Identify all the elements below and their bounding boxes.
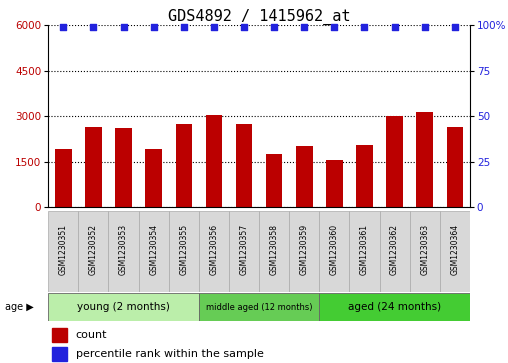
Bar (48, 211, 78, 292)
Text: age ▶: age ▶ (5, 302, 34, 312)
Point (330, 24, 338, 30)
Text: GSM1230363: GSM1230363 (420, 224, 429, 275)
Point (180, 24, 188, 30)
Bar (409, 211, 440, 292)
Point (150, 24, 158, 30)
Text: GSM1230359: GSM1230359 (300, 224, 309, 275)
Bar (52, 347, 67, 361)
Text: percentile rank within the sample: percentile rank within the sample (76, 349, 264, 359)
Text: GSM1230356: GSM1230356 (209, 224, 218, 275)
Bar (386, 116, 403, 207)
Bar (145, 150, 162, 207)
Bar (259, 211, 289, 292)
Bar (52, 327, 67, 342)
Bar (350, 211, 379, 292)
Bar (296, 146, 312, 207)
Bar (236, 124, 252, 207)
Bar (447, 127, 463, 207)
Bar (175, 124, 192, 207)
Bar (417, 112, 433, 207)
Bar (55, 150, 72, 207)
Bar (320, 211, 350, 292)
Bar (229, 211, 259, 292)
Bar (289, 211, 320, 292)
Text: GSM1230364: GSM1230364 (450, 224, 459, 275)
Bar (326, 160, 343, 207)
Point (89, 24, 98, 30)
Point (270, 24, 278, 30)
Bar (206, 115, 222, 207)
Text: GSM1230354: GSM1230354 (149, 224, 158, 275)
Text: aged (24 months): aged (24 months) (348, 302, 441, 312)
Point (59, 24, 68, 30)
Point (210, 24, 218, 30)
Text: GSM1230352: GSM1230352 (89, 224, 98, 275)
Text: GSM1230351: GSM1230351 (59, 224, 68, 275)
Bar (440, 211, 470, 292)
Text: young (2 months): young (2 months) (77, 302, 170, 312)
Point (451, 24, 459, 30)
Bar (78, 211, 109, 292)
Point (300, 24, 308, 30)
Point (361, 24, 369, 30)
Bar (199, 211, 229, 292)
Text: GSM1230362: GSM1230362 (390, 224, 399, 275)
Text: GSM1230360: GSM1230360 (330, 224, 339, 275)
Bar (109, 211, 139, 292)
Bar (199, 293, 320, 321)
Bar (379, 211, 409, 292)
Point (421, 24, 429, 30)
Bar (266, 154, 282, 207)
Bar (320, 293, 470, 321)
Bar (169, 211, 199, 292)
Text: GSM1230357: GSM1230357 (239, 224, 248, 275)
Bar (85, 127, 102, 207)
Bar (48, 293, 199, 321)
Text: middle aged (12 months): middle aged (12 months) (206, 303, 312, 311)
Point (119, 24, 128, 30)
Bar (139, 211, 169, 292)
Text: GSM1230355: GSM1230355 (179, 224, 188, 275)
Point (240, 24, 248, 30)
Text: GSM1230361: GSM1230361 (360, 224, 369, 275)
Point (391, 24, 399, 30)
Bar (115, 128, 132, 207)
Title: GDS4892 / 1415962_at: GDS4892 / 1415962_at (168, 9, 351, 25)
Text: count: count (76, 330, 107, 340)
Text: GSM1230358: GSM1230358 (270, 224, 279, 275)
Bar (356, 145, 373, 207)
Text: GSM1230353: GSM1230353 (119, 224, 128, 275)
